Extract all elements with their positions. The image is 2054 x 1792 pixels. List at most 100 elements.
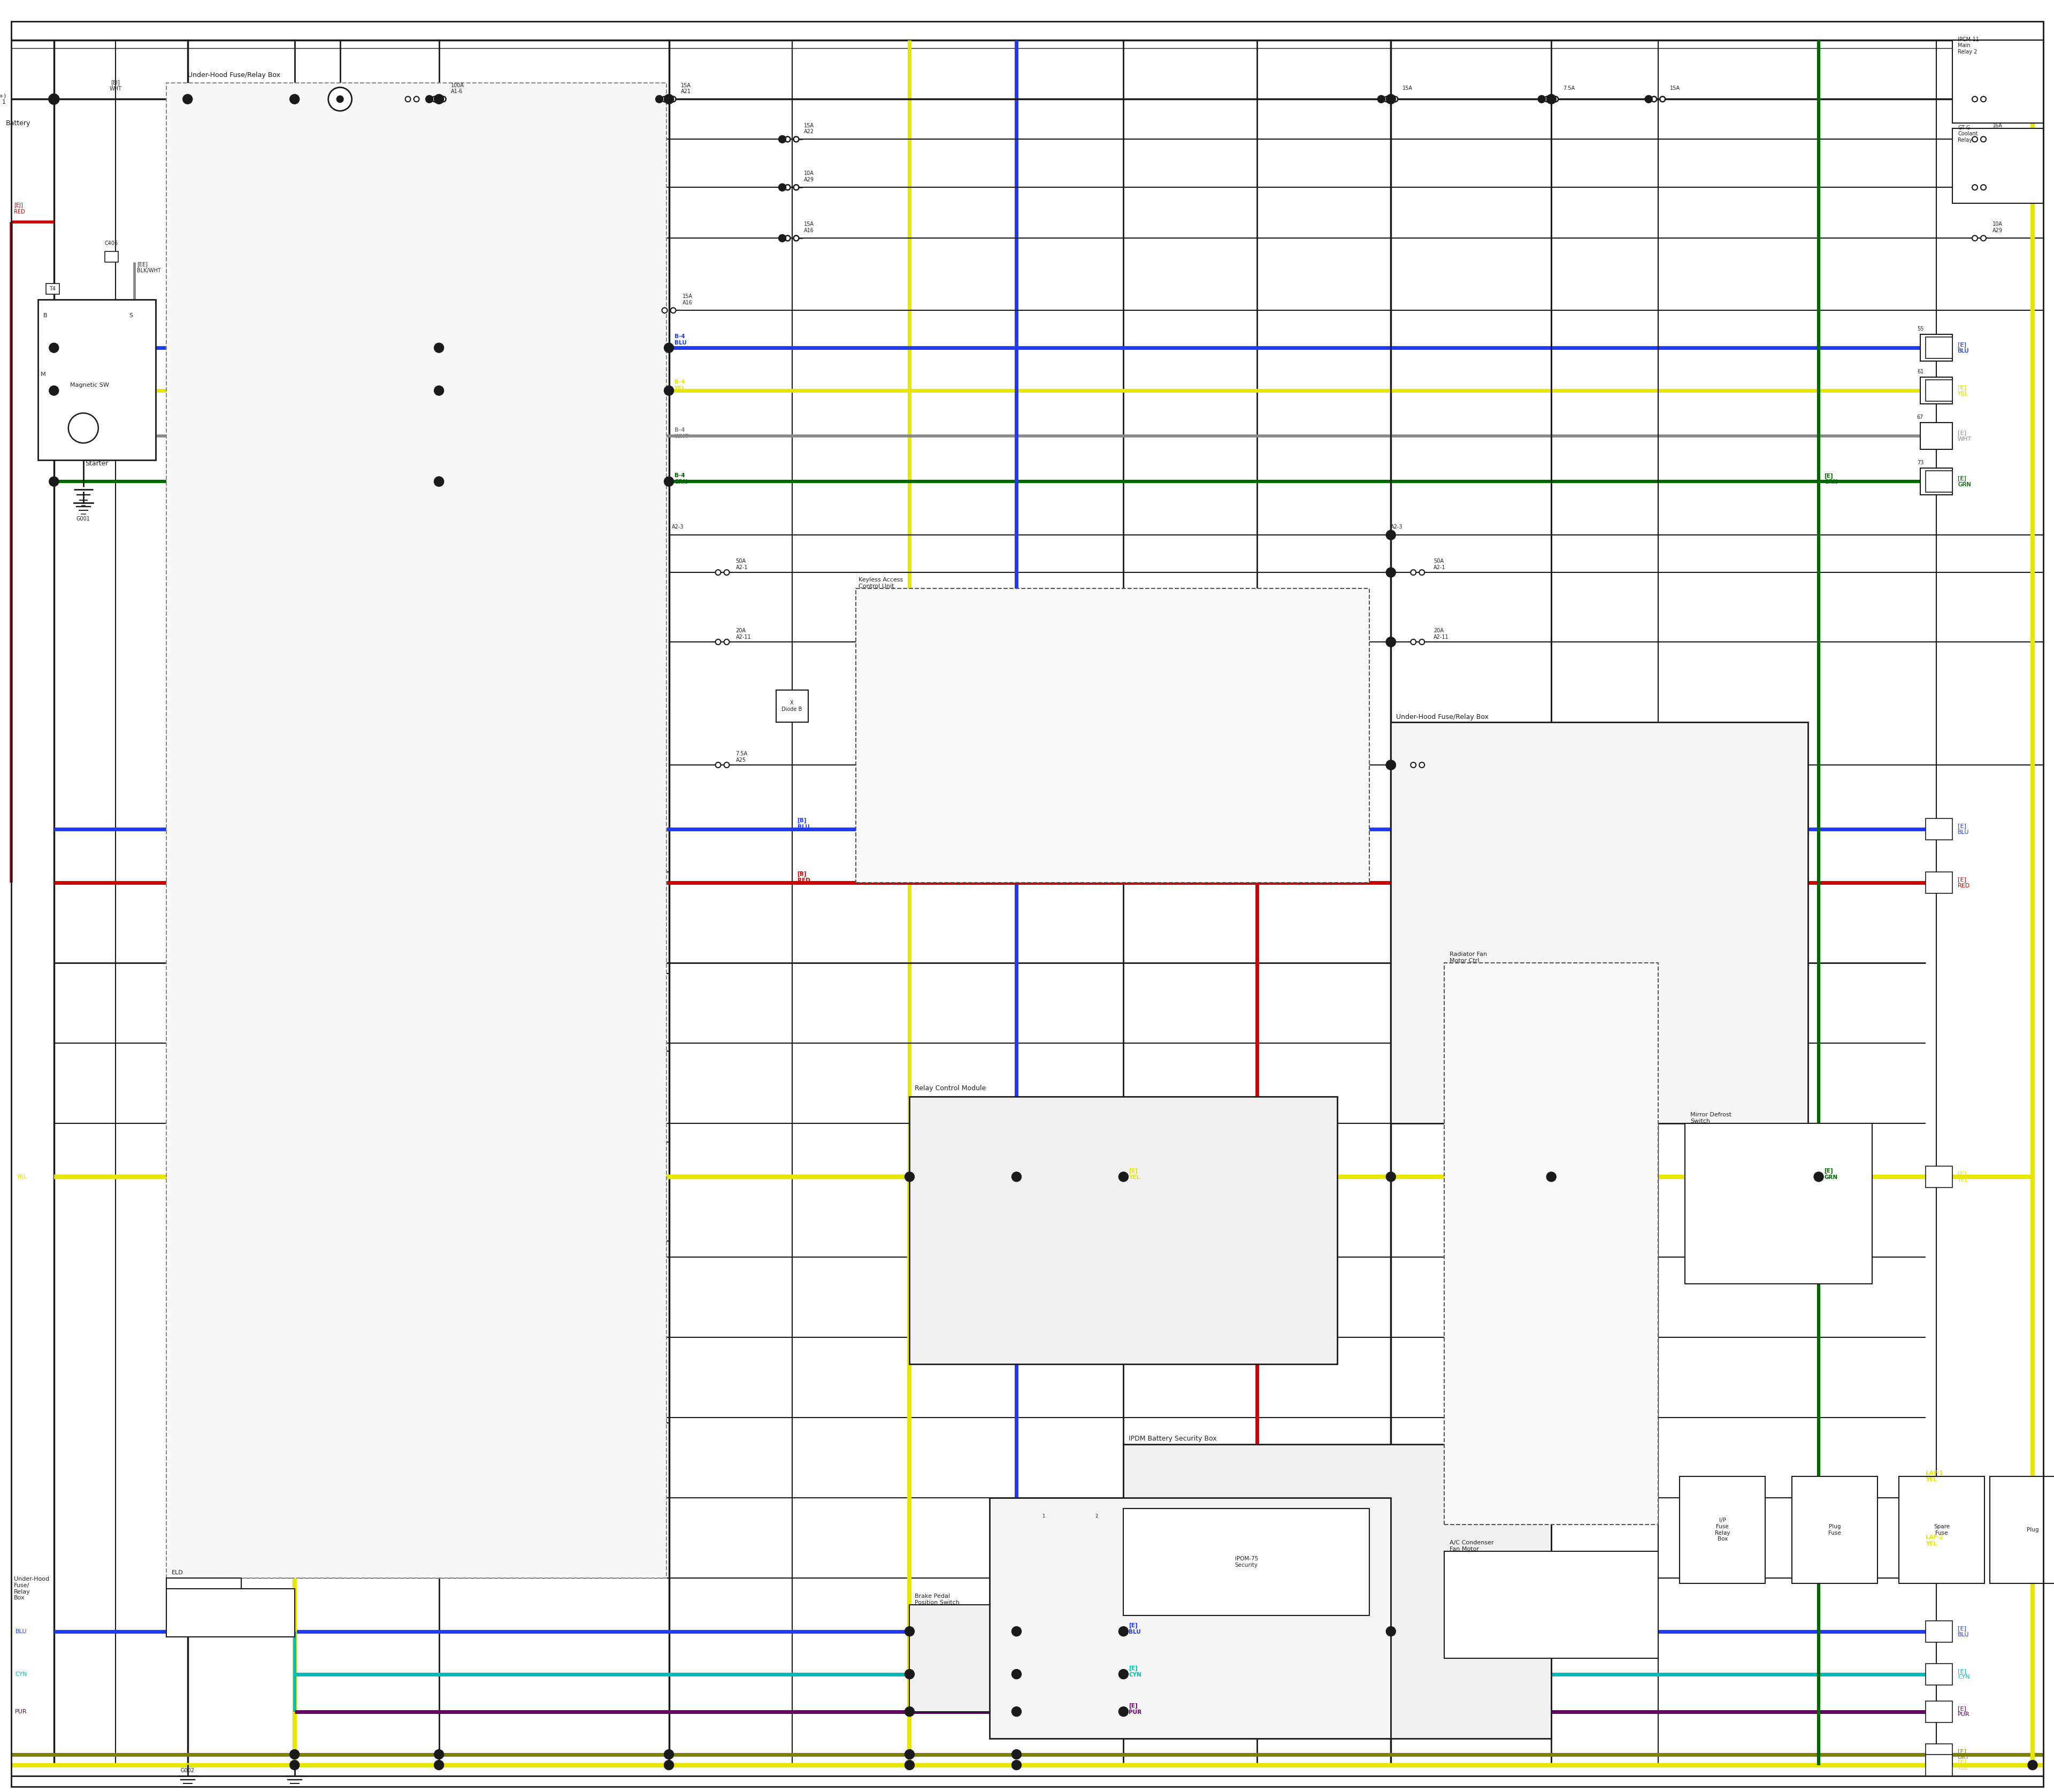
Circle shape [663,95,674,104]
Circle shape [49,385,60,396]
Circle shape [793,136,799,142]
Text: Spare
Fuse: Spare Fuse [1933,1523,1949,1536]
Circle shape [431,97,438,102]
Circle shape [433,477,444,486]
Bar [1680,1477,1764,1582]
Text: [E]
PUR: [E] PUR [1957,1706,1970,1717]
Text: M48: M48 [440,1107,450,1113]
Circle shape [1538,95,1545,102]
Text: [E]
YEL: [E] YEL [1957,1760,1968,1770]
Text: 100A
A1-6: 100A A1-6 [429,82,442,95]
Text: 20A
A2-11: 20A A2-11 [1434,629,1448,640]
Circle shape [1651,97,1658,102]
Text: 4: 4 [503,342,507,348]
Text: M41: M41 [440,1374,450,1380]
Circle shape [1013,1749,1021,1760]
Text: 50A
A2-1: 50A A2-1 [735,559,748,570]
Text: [E]
DKY: [E] DKY [1957,1749,1970,1760]
Circle shape [661,97,668,102]
Text: [E]
YEL: [E] YEL [1957,1170,1968,1183]
Text: Plug
Fuse: Plug Fuse [1828,1523,1840,1536]
Text: 10A
A29: 10A A29 [803,170,813,183]
Text: 1: 1 [444,418,448,423]
Circle shape [715,640,721,645]
Text: [E]
YEL: [E] YEL [1957,385,1968,396]
Circle shape [413,97,419,102]
Circle shape [778,183,787,192]
Circle shape [1386,95,1395,104]
Text: 6: 6 [1308,1514,1313,1520]
Circle shape [425,95,433,102]
Text: 16A
A21: 16A A21 [1992,124,2003,134]
Text: [EJ]
RED: [EJ] RED [14,202,25,215]
Circle shape [1980,136,1986,142]
Text: [E]
RED: [E] RED [1957,876,1970,889]
Text: CYN: CYN [14,1672,27,1677]
Text: [E]
BLU: [E] BLU [1957,1625,1970,1638]
Text: Keyless Access
Control Unit: Keyless Access Control Unit [859,577,904,590]
Circle shape [663,385,674,396]
Text: M46: M46 [440,925,450,930]
Bar [1927,819,1953,840]
Circle shape [1553,97,1559,102]
Text: 10A
A29: 10A A29 [1992,222,2003,233]
Bar [166,1588,294,1636]
Text: [E]
BLU: [E] BLU [1957,342,1970,353]
Circle shape [778,235,787,242]
Bar [166,1579,240,1631]
Circle shape [1972,235,1978,240]
Circle shape [68,414,99,443]
Circle shape [715,762,721,767]
Text: Cond Fan
Relay: Cond Fan Relay [524,1235,548,1247]
Circle shape [723,762,729,767]
Text: B: B [43,314,47,319]
Text: [EE]
BLK/WHT: [EE] BLK/WHT [138,262,160,274]
Circle shape [1386,760,1395,771]
Text: 1: 1 [1041,1514,1045,1520]
Text: 3: 3 [444,342,448,348]
Text: [E]
GRN: [E] GRN [1957,475,1972,487]
Circle shape [1419,640,1425,645]
Circle shape [663,342,674,353]
Circle shape [433,95,444,104]
Circle shape [655,95,663,102]
Circle shape [1386,1172,1395,1181]
Text: Under-Hood Fuse/Relay Box: Under-Hood Fuse/Relay Box [187,72,279,79]
Circle shape [290,1760,300,1770]
Circle shape [723,570,729,575]
Circle shape [1980,235,1986,240]
Text: 3: 3 [1148,1514,1152,1520]
Text: [E]
GRN: [E] GRN [1957,475,1972,487]
Circle shape [1393,97,1399,102]
Circle shape [1419,762,1425,767]
Text: [B]
BLU: [B] BLU [797,817,809,830]
Bar [1920,468,1953,495]
Bar [1927,1663,1953,1684]
Text: 2: 2 [503,418,507,423]
Text: [E]
BLU: [E] BLU [1957,342,1970,353]
Text: 15A
A21: 15A A21 [1994,82,2005,95]
Bar [776,690,807,722]
Circle shape [433,1749,444,1760]
Text: 15A: 15A [1670,86,1680,91]
Bar [1920,335,1953,362]
Bar [440,342,520,418]
Text: Fan Ctrl/O
Relay: Fan Ctrl/O Relay [524,1070,550,1081]
Circle shape [1013,1627,1021,1636]
Text: A2-3: A2-3 [1391,525,1403,530]
Circle shape [2027,1760,2038,1770]
Bar [440,1299,520,1374]
Text: 5: 5 [1255,1514,1259,1520]
Circle shape [904,1670,914,1679]
Text: Under-Hood Fuse/Relay Box: Under-Hood Fuse/Relay Box [1397,713,1489,720]
Text: Magnetic SW: Magnetic SW [70,382,109,387]
Text: 73: 73 [1916,461,1925,466]
Circle shape [1545,97,1549,102]
Text: 20A
A2-11: 20A A2-11 [735,629,752,640]
Text: Mirror Defrost
Switch: Mirror Defrost Switch [1690,1113,1732,1124]
Text: 15A
A16: 15A A16 [682,294,692,305]
Text: [E]
YEL: [E] YEL [1130,1168,1140,1179]
Bar [1444,1552,1658,1658]
Circle shape [1384,97,1389,102]
Text: [E]
CYN: [E] CYN [1957,1668,1970,1679]
